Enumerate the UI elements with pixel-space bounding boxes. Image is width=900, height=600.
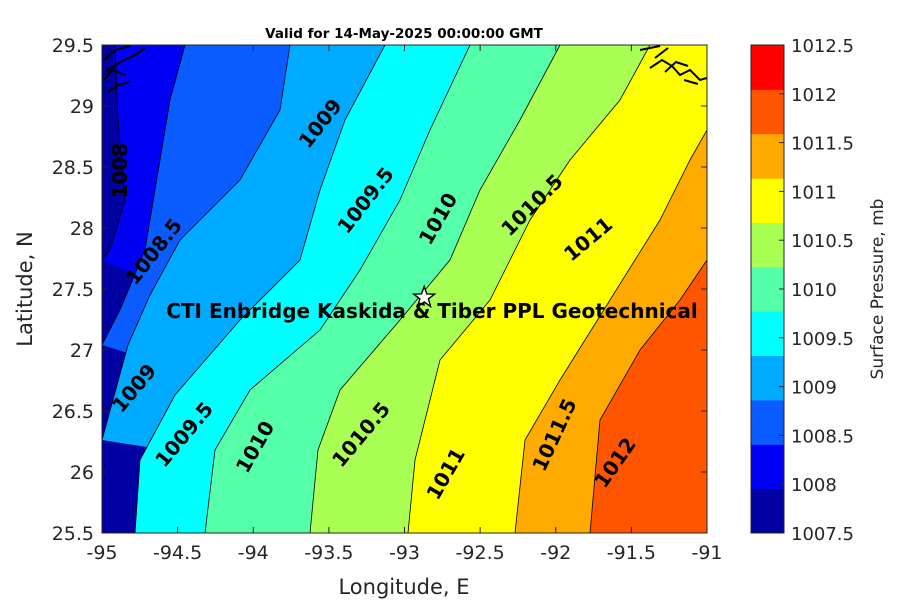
coastline (103, 45, 707, 93)
x-tick-label: -94 (238, 542, 269, 564)
y-tick-label: 27.5 (52, 279, 94, 301)
colorbar-segment (751, 311, 784, 357)
colorbar-segment (751, 488, 784, 534)
y-tick-label: 29 (70, 96, 94, 118)
colorbar-segment (751, 444, 784, 490)
pressure-bands (102, 45, 707, 533)
y-axis-ticks: 25.5 26 26.5 27 27.5 28 28.5 29 29.5 (52, 35, 707, 545)
y-tick-label: 29.5 (52, 35, 94, 57)
coastline-segment (103, 45, 146, 93)
colorbar-tick-label: 1012 (791, 85, 837, 106)
contour-line (204, 45, 471, 533)
x-tick-label: -95 (86, 542, 117, 564)
colorbar-tick-label: 1008.5 (791, 426, 854, 447)
y-tick-label: 26 (70, 462, 94, 484)
x-tick-label: -91.5 (607, 542, 656, 564)
x-tick-label: -92 (540, 542, 571, 564)
x-tick-label: -94.5 (153, 542, 202, 564)
x-tick-label: -92.5 (456, 542, 505, 564)
colorbar-ticks: 1007.5 1008 1008.5 1009 1009.5 1010 1010.5 1011… (779, 36, 854, 545)
y-axis-label: Latitude, N (13, 231, 37, 347)
contour-line (407, 45, 651, 533)
plot-area (102, 45, 707, 533)
x-axis-label: Longitude, E (338, 575, 469, 599)
pressure-band-1012 (590, 45, 707, 533)
contour-line (102, 45, 291, 441)
contour-line (102, 45, 126, 261)
x-tick-label: -93 (389, 542, 420, 564)
colorbar-tick-label: 1009.5 (791, 329, 854, 350)
colorbar-tick-label: 1009 (791, 378, 837, 399)
colorbar-segment (751, 178, 784, 223)
site-label: CTI Enbridge Kaskida & Tiber PPL Geotech… (166, 299, 698, 323)
contour-line (514, 129, 707, 533)
x-tick-label: -91 (691, 542, 722, 564)
colorbar-segment (751, 133, 784, 179)
contour-line (589, 259, 707, 533)
site-star-icon (411, 284, 437, 309)
colorbar-tick-label: 1012.5 (791, 36, 854, 57)
contour-line (102, 45, 186, 346)
y-tick-label: 27 (70, 340, 94, 362)
colorbar-segment (751, 222, 784, 268)
site-marker (411, 284, 437, 309)
y-tick-label: 28.5 (52, 157, 94, 179)
colorbar-segment (751, 89, 784, 135)
contour-label: 1008 (108, 143, 132, 199)
y-tick-label: 25.5 (52, 523, 94, 545)
y-tick-label: 28 (70, 218, 94, 240)
colorbar-segment (751, 355, 784, 401)
map-title: Valid for 14-May-2025 00:00:00 GMT (265, 26, 544, 42)
colorbar-tick-label: 1010.5 (791, 231, 854, 252)
x-axis-ticks: -95 -94.5 -94 -93.5 -93 -92.5 -92 -91.5 -91 (86, 45, 723, 564)
colorbar-label: Surface Pressure, mb (868, 199, 888, 380)
colorbar-tick-label: 1010 (791, 280, 837, 301)
colorbar-segment (751, 399, 784, 445)
y-tick-label: 26.5 (52, 401, 94, 423)
colorbar-segment (751, 266, 784, 312)
colorbar-tick-label: 1008 (791, 475, 837, 496)
colorbar-tick-label: 1011 (791, 182, 837, 203)
colorbar (751, 45, 784, 534)
colorbar-segment (751, 45, 784, 90)
x-tick-label: -93.5 (304, 542, 353, 564)
colorbar-tick-label: 1007.5 (791, 524, 854, 545)
contour-line (134, 45, 386, 533)
colorbar-tick-label: 1011.5 (791, 134, 854, 155)
coastline-segment (639, 45, 707, 85)
